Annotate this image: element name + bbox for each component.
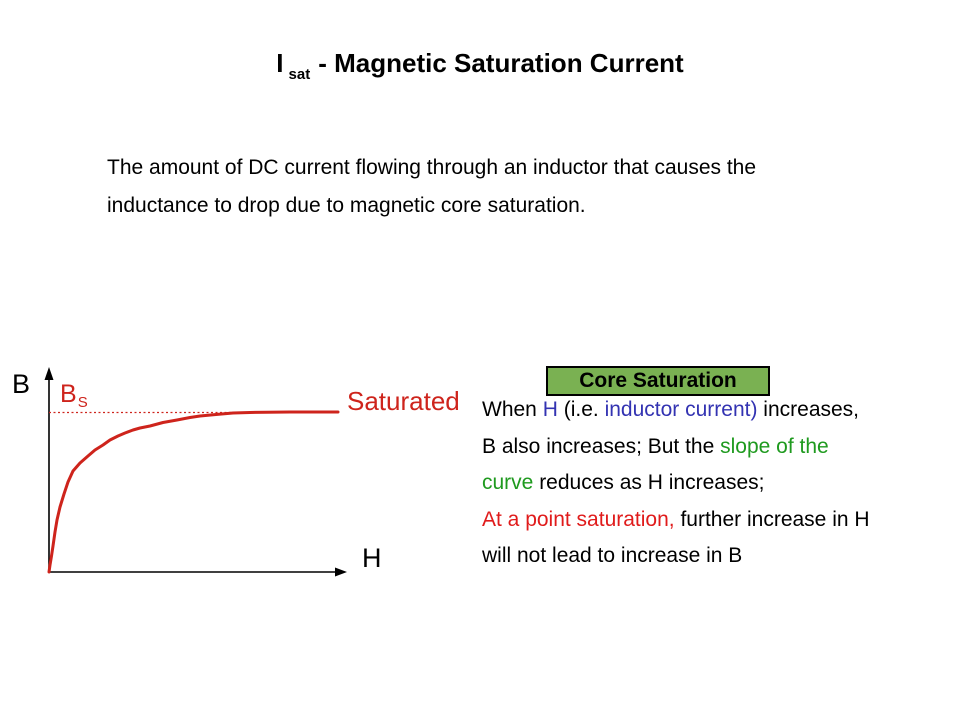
definition-line: inductance to drop due to magnetic core … bbox=[107, 194, 586, 217]
text-run: reduces as H increases; bbox=[533, 471, 765, 494]
y-axis-label: B bbox=[12, 369, 31, 399]
text-run: curve bbox=[482, 471, 534, 494]
bh-chart-canvas bbox=[44, 367, 347, 577]
text-line: B also increases; But the slope of the bbox=[482, 429, 870, 466]
text-line: When H (i.e. inductor current) increases… bbox=[482, 392, 870, 429]
bs-label: BS bbox=[60, 382, 88, 415]
bh-chart: B H BS Saturated bbox=[0, 360, 470, 590]
text-run: slope of the bbox=[720, 434, 829, 458]
title-symbol: I bbox=[276, 48, 284, 78]
text-run: (i.e. bbox=[557, 398, 605, 421]
explanation-text: When H (i.e. inductor current) increases… bbox=[482, 392, 870, 575]
bs-label-subscript: S bbox=[77, 394, 88, 411]
text-run: inductor current) bbox=[604, 398, 758, 421]
text-run: H bbox=[542, 398, 558, 421]
text-run: B also increases; But the bbox=[482, 434, 721, 458]
y-axis-arrow-icon bbox=[44, 367, 54, 380]
definition-line: The amount of DC current flowing through… bbox=[107, 156, 757, 179]
definition-text: The amount of DC current flowing through… bbox=[107, 149, 756, 225]
core-saturation-badge: Core Saturation bbox=[546, 366, 770, 396]
text-run: At a point saturation, bbox=[482, 507, 675, 531]
text-line: curve reduces as H increases; bbox=[482, 465, 870, 502]
x-axis-arrow-icon bbox=[335, 567, 347, 577]
bs-label-base: B bbox=[60, 380, 77, 408]
text-line: will not lead to increase in B bbox=[482, 538, 870, 575]
bh-curve bbox=[47, 410, 340, 574]
text-run: further increase in H bbox=[674, 507, 870, 531]
text-line: At a point saturation, further increase … bbox=[482, 502, 870, 539]
saturated-label: Saturated bbox=[347, 386, 460, 416]
title-subscript: sat bbox=[288, 66, 311, 83]
title-text: - Magnetic Saturation Current bbox=[318, 48, 684, 78]
text-run: increases, bbox=[757, 398, 860, 421]
text-run: will not lead to increase in B bbox=[482, 544, 743, 567]
text-run: When bbox=[482, 398, 543, 421]
x-axis-label: H bbox=[362, 543, 382, 573]
